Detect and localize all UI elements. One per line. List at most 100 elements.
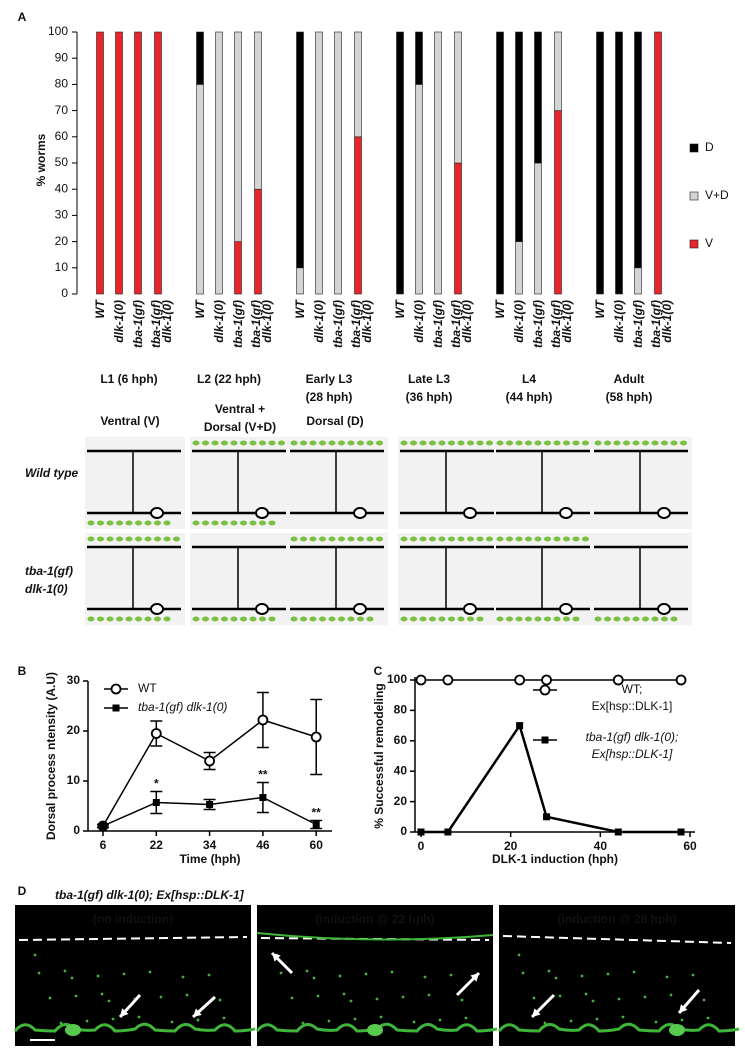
puncta xyxy=(74,994,78,998)
puncta xyxy=(218,998,222,1002)
y-tick-label: 100 xyxy=(48,24,68,38)
puncta xyxy=(584,992,588,996)
point xyxy=(259,794,267,801)
point xyxy=(675,674,687,686)
cell-body xyxy=(669,1024,685,1036)
synapse xyxy=(230,440,238,446)
y-tick-label: 20 xyxy=(394,794,408,808)
x-tick-label: 60 xyxy=(683,839,697,853)
synapse xyxy=(563,616,570,622)
synapse xyxy=(202,520,209,526)
panel-label: B xyxy=(18,664,27,678)
synapse xyxy=(221,440,228,446)
puncta xyxy=(111,1017,115,1021)
synapse xyxy=(604,440,611,446)
synapse xyxy=(338,440,345,446)
y-axis-label: % worms xyxy=(34,133,48,186)
group-label: (36 hph) xyxy=(406,390,453,404)
puncta xyxy=(628,1022,632,1026)
synapse xyxy=(476,616,484,622)
synapse xyxy=(515,616,523,622)
x-tick-label: tba-1(gf) xyxy=(149,300,163,348)
synapse xyxy=(582,536,589,542)
puncta xyxy=(364,972,368,976)
x-tick-label: tba-1(gf) xyxy=(649,300,663,348)
synapse xyxy=(467,536,474,542)
synapse xyxy=(202,616,209,622)
puncta xyxy=(48,996,52,1000)
micrograph xyxy=(15,905,251,1046)
y-tick-label: 50 xyxy=(55,155,69,169)
y-tick-label: 0 xyxy=(61,286,68,300)
synapse xyxy=(572,616,580,622)
puncta xyxy=(305,969,309,973)
bar-segment xyxy=(515,241,523,295)
row-label: dlk-1(0) xyxy=(25,582,68,596)
x-tick-label: dlk-1(0) xyxy=(360,300,374,343)
synapse xyxy=(163,536,171,542)
bar-segment xyxy=(134,31,142,295)
synapse xyxy=(632,440,640,446)
x-tick-label: dlk-1(0) xyxy=(460,300,474,343)
puncta xyxy=(327,1019,331,1023)
bar-segment xyxy=(554,110,562,295)
synapse xyxy=(328,616,336,622)
synapse xyxy=(163,520,171,526)
synapse xyxy=(486,440,493,446)
point xyxy=(614,828,622,836)
synapse xyxy=(604,616,611,622)
puncta xyxy=(181,975,185,979)
synapse xyxy=(376,440,383,446)
synapse xyxy=(97,616,104,622)
synapse xyxy=(448,616,455,622)
synapse xyxy=(125,536,133,542)
puncta xyxy=(338,974,342,978)
synapse xyxy=(125,520,133,526)
puncta xyxy=(144,1022,148,1026)
puncta xyxy=(390,970,394,974)
bar-segment xyxy=(354,136,362,295)
bar-segment xyxy=(654,31,662,295)
puncta xyxy=(159,995,163,999)
y-tick-label: 0 xyxy=(400,824,407,838)
x-tick-label: 22 xyxy=(150,838,164,852)
bar-segment xyxy=(454,31,462,164)
synapse xyxy=(632,616,640,622)
synapse xyxy=(106,536,114,542)
synapse xyxy=(116,520,123,526)
group-label: Adult xyxy=(614,372,645,386)
arrow-head xyxy=(120,1008,129,1017)
x-tick-label: tba-1(gf) xyxy=(631,300,645,348)
synapse xyxy=(670,616,678,622)
group-label: L2 (22 hph) xyxy=(197,372,261,386)
cell-body xyxy=(463,507,477,519)
bar-segment xyxy=(154,31,162,295)
legend-label: tba-1(gf) dlk-1(0) xyxy=(138,700,227,714)
synapse xyxy=(300,616,307,622)
puncta xyxy=(547,969,551,973)
synapse xyxy=(506,440,513,446)
synapse xyxy=(623,616,630,622)
cell-body xyxy=(255,507,269,519)
synapse xyxy=(106,520,114,526)
x-tick-label: 6 xyxy=(100,838,107,852)
bar-segment xyxy=(234,31,242,242)
puncta xyxy=(279,971,283,975)
synapse xyxy=(563,440,570,446)
y-tick-label: 30 xyxy=(55,208,69,222)
x-tick-label: tba-1(gf) xyxy=(131,300,145,348)
puncta xyxy=(558,994,562,998)
cell-body xyxy=(657,507,671,519)
x-tick-label: dlk-1(0) xyxy=(412,300,426,343)
synapse xyxy=(87,536,95,542)
significance: ** xyxy=(258,768,268,782)
synapse xyxy=(642,616,649,622)
x-axis-label: Time (hph) xyxy=(179,852,240,866)
y-tick-label: 10 xyxy=(55,260,69,274)
row-label: Wild type xyxy=(25,466,79,480)
synapse xyxy=(366,616,374,622)
puncta xyxy=(617,997,621,1001)
synapse xyxy=(230,520,238,526)
column-header: Ventral (V) xyxy=(100,414,159,428)
synapse xyxy=(594,616,602,622)
